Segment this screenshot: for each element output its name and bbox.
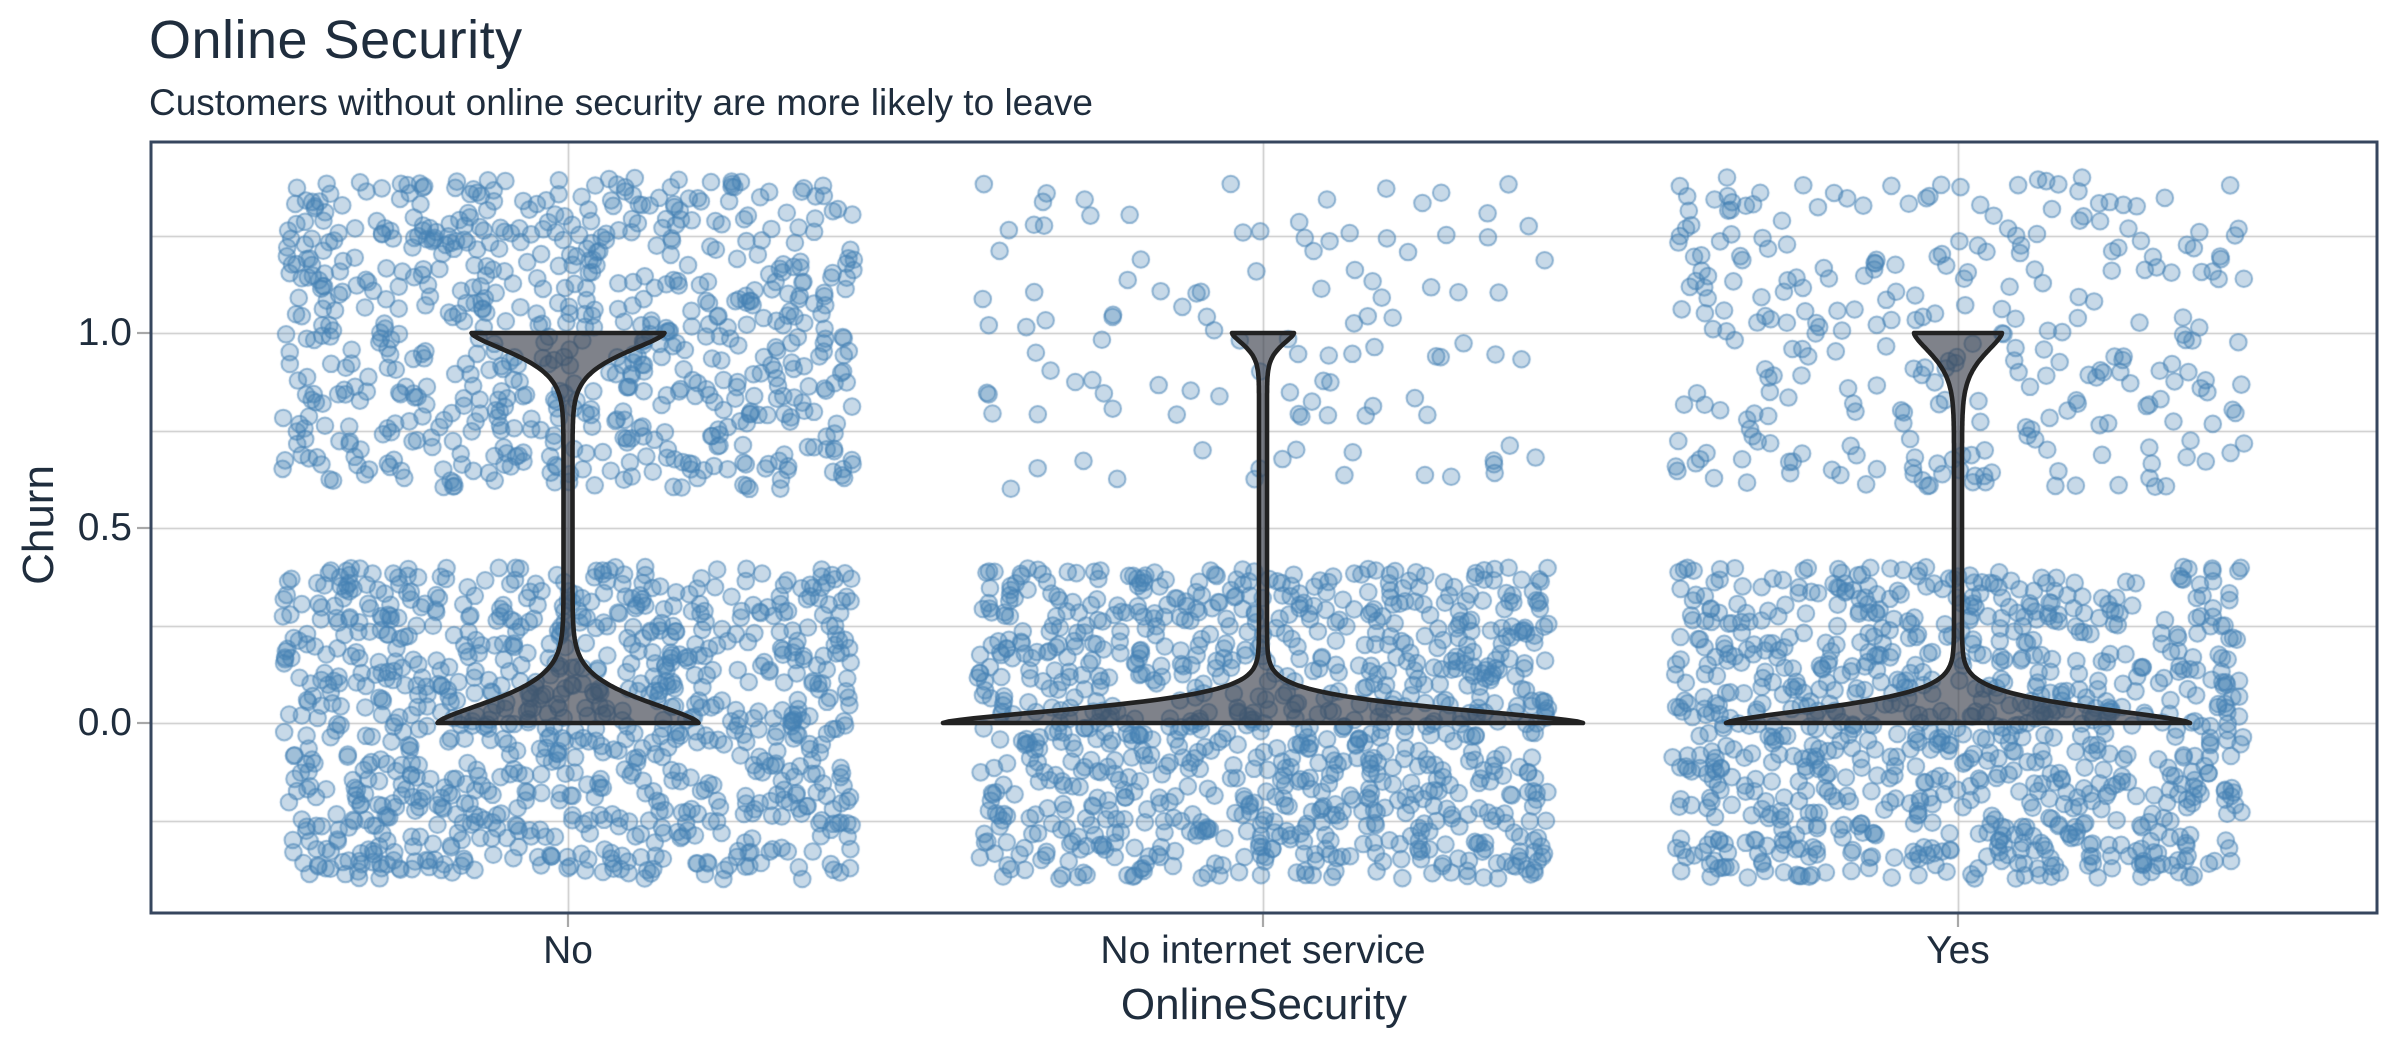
x-axis-label: OnlineSecurity (1120, 980, 1408, 1029)
y-tick-label-0.5: 0.5 (77, 506, 132, 549)
y-tick-label-1.0: 1.0 (77, 311, 132, 354)
violin-yes (1723, 330, 2193, 726)
violin-no (435, 330, 701, 726)
plot-frame (149, 140, 2379, 915)
y-tick-label-0.0: 0.0 (77, 701, 132, 744)
x-tick-label-yes: Yes (1926, 929, 1990, 972)
violin-no-internet-service (940, 330, 1586, 726)
chart-title: Online Security (149, 10, 523, 70)
chart-subtitle: Customers without online security are mo… (149, 82, 1093, 123)
y-axis-label: Churn (14, 465, 63, 585)
x-tick-label-no: No (543, 929, 593, 972)
x-tick-label-no-internet-service: No internet service (1100, 929, 1426, 972)
